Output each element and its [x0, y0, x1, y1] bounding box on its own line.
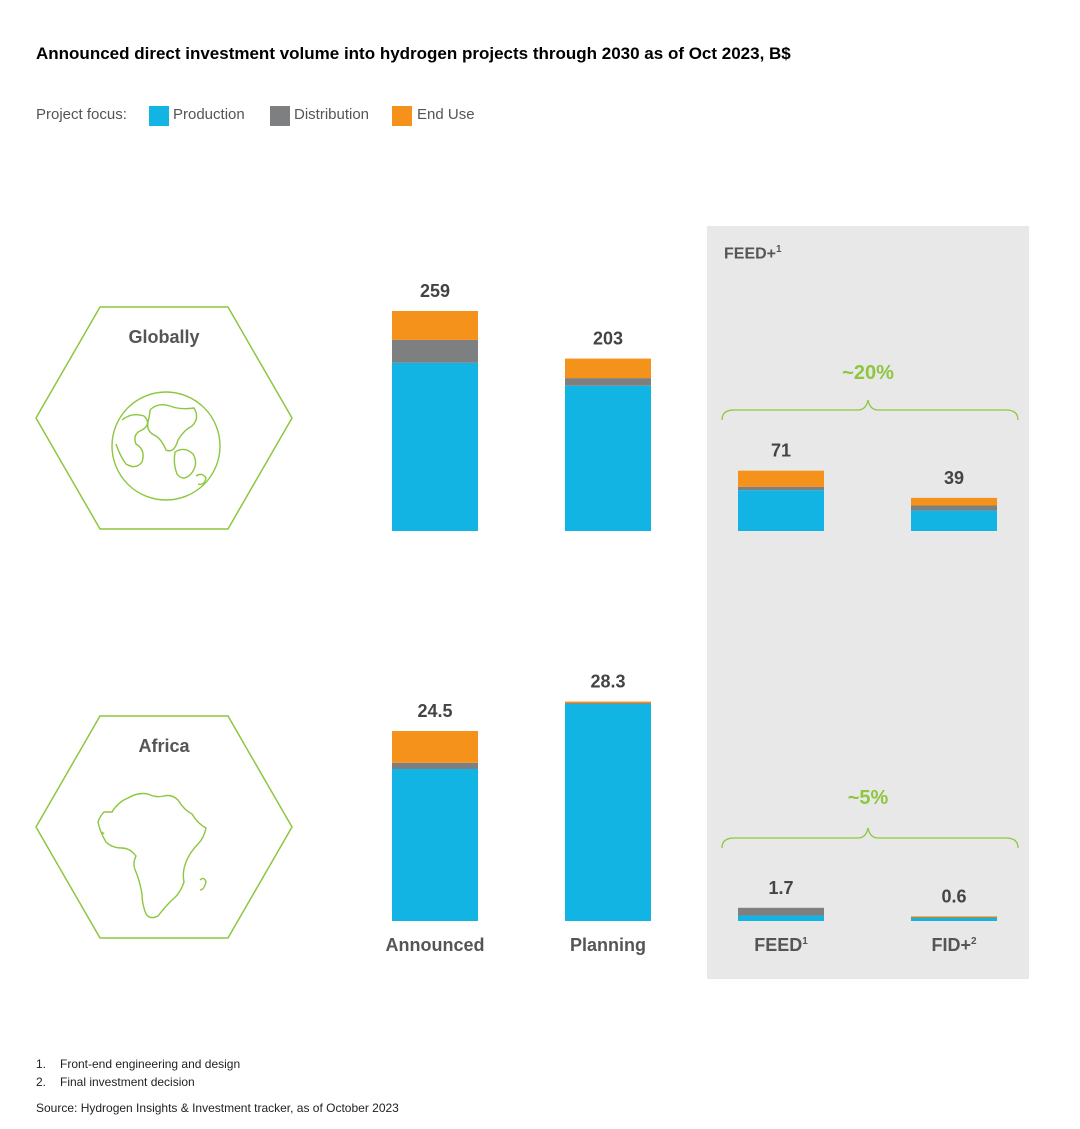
total-label-globally-fid: 39	[944, 468, 964, 488]
total-label-globally-planning: 203	[593, 329, 623, 349]
legend-swatch-end-use	[392, 106, 412, 126]
bar-africa-fid-production	[911, 917, 997, 921]
chart-title: Announced direct investment volume into …	[36, 44, 791, 63]
bar-globally-fid-end-use	[911, 497, 997, 506]
africa-hexagon	[35, 715, 293, 939]
region-label-africa: Africa	[138, 736, 190, 756]
africa-icon	[97, 792, 207, 919]
bar-africa-fid-end-use	[911, 916, 997, 918]
bar-globally-feed-end-use	[738, 470, 824, 487]
bar-globally-planning-production	[565, 385, 651, 531]
bar-globally-planning-distribution	[565, 378, 651, 386]
bar-africa-feed-production	[738, 915, 824, 921]
bar-africa-feed-distribution	[738, 907, 824, 916]
globally-brace	[721, 399, 1019, 421]
bar-africa-announced-production	[392, 769, 478, 921]
africa-brace	[721, 827, 1019, 849]
bar-africa-planning-end-use	[565, 701, 651, 704]
bar-africa-announced-end-use	[392, 731, 478, 763]
region-label-globally: Globally	[128, 327, 200, 347]
category-label-fid: FID+2	[931, 935, 977, 955]
footnote-2: 2. Final investment decision	[36, 1075, 195, 1089]
legend-item-production: Production	[173, 106, 245, 123]
bar-africa-planning-production	[565, 703, 651, 921]
globally-hexagon	[35, 306, 293, 530]
bar-globally-announced-end-use	[392, 311, 478, 340]
total-label-africa-planning: 28.3	[590, 672, 625, 692]
brace-label-globally: ~20%	[842, 362, 894, 384]
total-label-africa-feed: 1.7	[768, 878, 793, 898]
bar-globally-planning-end-use	[565, 358, 651, 379]
legend-swatch-distribution	[270, 106, 290, 126]
bar-globally-feed-production	[738, 490, 824, 531]
bar-africa-planning-distribution	[565, 703, 651, 705]
total-label-globally-feed: 71	[771, 441, 791, 461]
bar-africa-announced-distribution	[392, 762, 478, 769]
source-note: Source: Hydrogen Insights & Investment t…	[36, 1101, 399, 1115]
bar-globally-announced-production	[392, 362, 478, 531]
legend-label: Project focus:	[36, 106, 127, 123]
legend-item-distribution: Distribution	[294, 106, 370, 123]
legend-swatch-production	[149, 106, 169, 126]
bar-globally-fid-production	[911, 510, 997, 531]
bar-globally-fid-distribution	[911, 505, 997, 511]
category-label-feed: FEED1	[754, 935, 808, 955]
brace-label-africa: ~5%	[847, 787, 889, 809]
bar-africa-fid-distribution	[911, 917, 997, 919]
total-label-globally-announced: 259	[420, 281, 450, 301]
feed-plus-panel	[707, 226, 1029, 979]
panel-title: FEED+1	[724, 244, 782, 263]
category-label-planning: Planning	[570, 935, 646, 955]
total-label-africa-fid: 0.6	[941, 886, 966, 906]
bar-globally-feed-distribution	[738, 486, 824, 491]
bar-globally-announced-distribution	[392, 339, 478, 363]
category-label-announced: Announced	[385, 935, 485, 955]
total-label-africa-announced: 24.5	[417, 701, 452, 721]
legend-item-end-use: End Use	[417, 106, 475, 123]
globe-icon	[111, 391, 221, 501]
footnote-1: 1. Front-end engineering and design	[36, 1057, 241, 1071]
